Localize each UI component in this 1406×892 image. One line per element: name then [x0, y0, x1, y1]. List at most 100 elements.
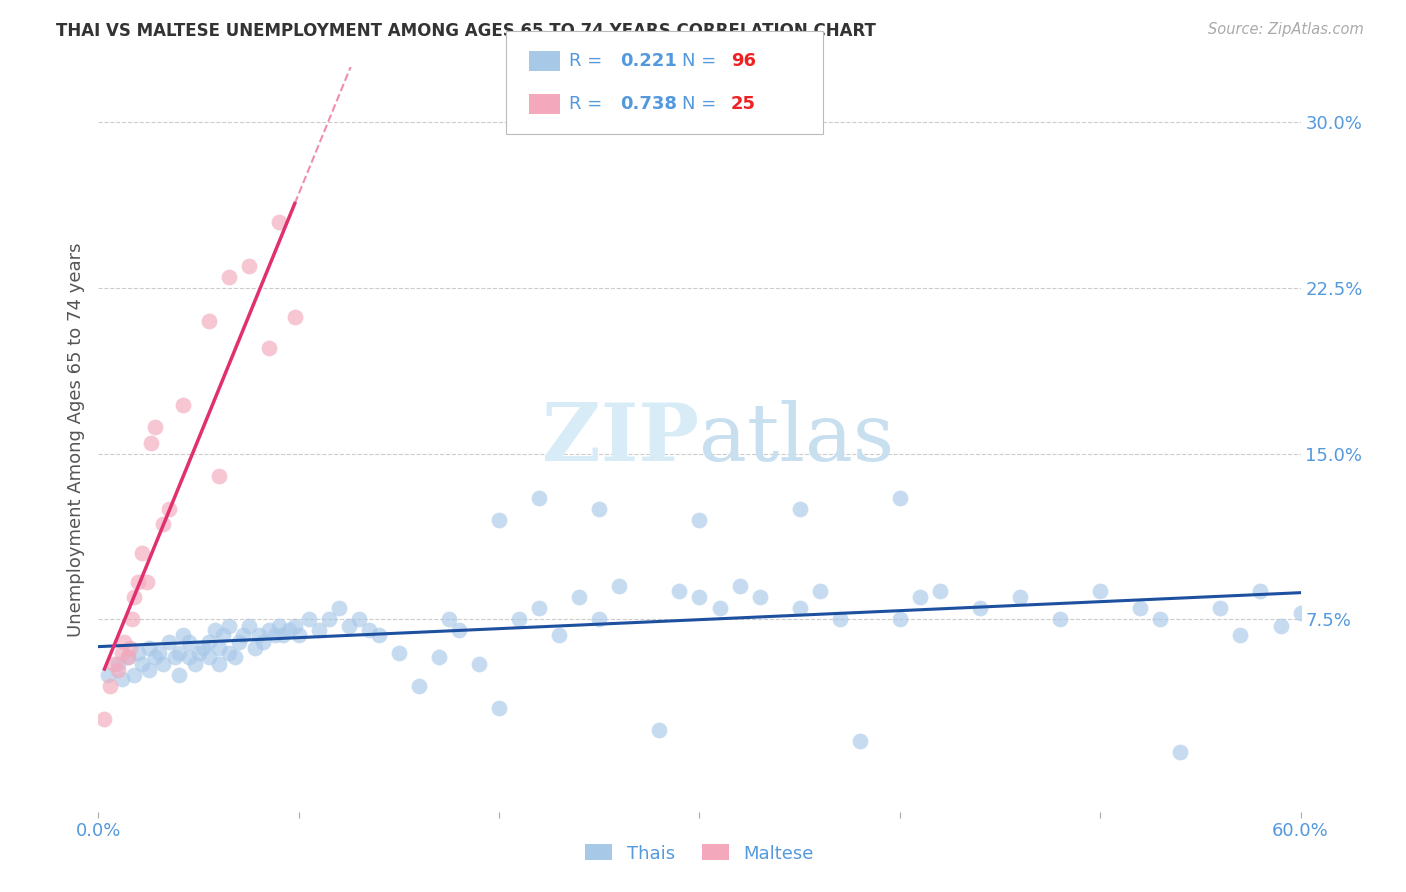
Text: 96: 96	[731, 52, 756, 70]
Point	[252, 634, 274, 648]
Point	[969, 601, 991, 615]
Point	[172, 628, 194, 642]
Point	[247, 628, 270, 642]
Point	[748, 591, 770, 605]
Point	[208, 468, 231, 483]
Point	[828, 612, 851, 626]
Point	[357, 624, 380, 638]
Point	[889, 491, 911, 505]
Point	[1209, 601, 1232, 615]
Point	[117, 650, 139, 665]
Point	[135, 574, 157, 589]
Point	[224, 650, 246, 665]
Point	[232, 628, 254, 642]
Point	[197, 634, 219, 648]
Point	[408, 679, 430, 693]
Point	[238, 619, 260, 633]
Point	[648, 723, 671, 737]
Text: Source: ZipAtlas.com: Source: ZipAtlas.com	[1208, 22, 1364, 37]
Point	[789, 601, 811, 615]
Point	[328, 601, 350, 615]
Point	[208, 657, 231, 671]
Point	[388, 646, 411, 660]
Point	[318, 612, 340, 626]
Point	[263, 628, 285, 642]
Point	[437, 612, 460, 626]
Point	[468, 657, 491, 671]
Point	[257, 624, 280, 638]
Text: ZIP: ZIP	[543, 401, 700, 478]
Point	[929, 583, 952, 598]
Point	[808, 583, 831, 598]
Point	[238, 259, 260, 273]
Point	[138, 641, 160, 656]
Point	[204, 624, 226, 638]
Point	[124, 591, 146, 605]
Point	[284, 310, 307, 324]
Point	[568, 591, 591, 605]
Point	[368, 628, 391, 642]
Text: 0.221: 0.221	[620, 52, 676, 70]
Text: N =: N =	[682, 95, 721, 113]
Legend: Thais, Maltese: Thais, Maltese	[578, 837, 821, 870]
Point	[107, 663, 129, 677]
Point	[121, 612, 143, 626]
Point	[93, 712, 115, 726]
Point	[1289, 606, 1312, 620]
Point	[100, 679, 122, 693]
Point	[191, 641, 214, 656]
Point	[588, 502, 610, 516]
Point	[308, 624, 330, 638]
Text: R =: R =	[569, 52, 609, 70]
Point	[152, 657, 174, 671]
Point	[271, 628, 294, 642]
Point	[138, 663, 160, 677]
Point	[789, 502, 811, 516]
Point	[148, 646, 170, 660]
Point	[447, 624, 470, 638]
Text: 0.738: 0.738	[620, 95, 678, 113]
Point	[128, 574, 150, 589]
Point	[1149, 612, 1171, 626]
Point	[508, 612, 530, 626]
Point	[267, 619, 290, 633]
Point	[117, 650, 139, 665]
Point	[337, 619, 360, 633]
Point	[1049, 612, 1071, 626]
Point	[284, 619, 307, 633]
Point	[143, 650, 166, 665]
Point	[167, 667, 190, 681]
Point	[228, 634, 250, 648]
Point	[257, 341, 280, 355]
Point	[111, 646, 134, 660]
Text: atlas: atlas	[700, 401, 894, 478]
Point	[529, 601, 551, 615]
Point	[849, 734, 872, 748]
Point	[347, 612, 370, 626]
Point	[1170, 745, 1192, 759]
Point	[908, 591, 931, 605]
Point	[588, 612, 610, 626]
Point	[427, 650, 450, 665]
Point	[103, 657, 125, 671]
Point	[548, 628, 571, 642]
Text: N =: N =	[682, 52, 721, 70]
Point	[1088, 583, 1111, 598]
Point	[128, 646, 150, 660]
Point	[211, 628, 233, 642]
Point	[689, 591, 711, 605]
Point	[131, 546, 153, 560]
Point	[114, 634, 136, 648]
Point	[1229, 628, 1251, 642]
Text: THAI VS MALTESE UNEMPLOYMENT AMONG AGES 65 TO 74 YEARS CORRELATION CHART: THAI VS MALTESE UNEMPLOYMENT AMONG AGES …	[56, 22, 876, 40]
Point	[124, 667, 146, 681]
Point	[488, 701, 510, 715]
Point	[1250, 583, 1272, 598]
Point	[1270, 619, 1292, 633]
Point	[172, 398, 194, 412]
Point	[152, 517, 174, 532]
Point	[111, 672, 134, 686]
Point	[143, 420, 166, 434]
Point	[609, 579, 631, 593]
Point	[668, 583, 690, 598]
